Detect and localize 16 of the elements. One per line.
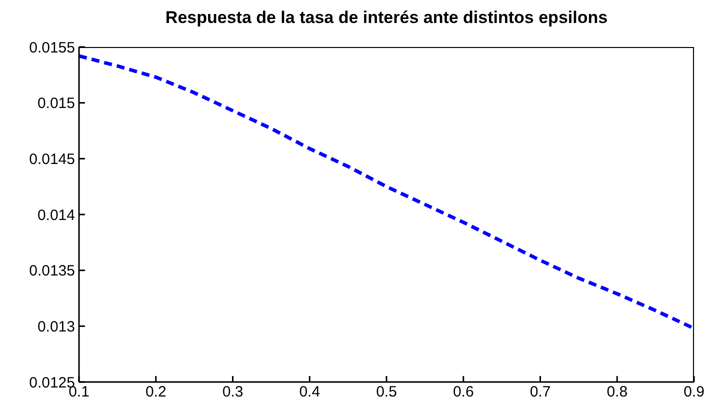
x-tick-label: 0.5 [376, 384, 397, 401]
x-tick-label: 0.3 [222, 384, 244, 401]
x-tick-label: 0.2 [145, 384, 166, 401]
line-series [79, 54, 694, 330]
x-tick-label: 0.7 [530, 384, 551, 401]
x-tick-label: 0.4 [299, 384, 320, 401]
y-tick-label: 0.014 [37, 206, 75, 224]
y-tick-label: 0.015 [37, 95, 75, 112]
y-tick-label: 0.0155 [29, 39, 75, 56]
x-tick-label: 0.9 [684, 384, 704, 401]
y-tick-label: 0.013 [37, 318, 75, 336]
x-tick-label: 0.6 [452, 384, 474, 401]
chart-title: Respuesta de la tasa de interés ante distintos epsilons [164, 8, 609, 28]
y-tick-label: 0.0145 [29, 150, 75, 168]
y-tick-label: 0.0135 [29, 262, 75, 280]
x-tick-label: 0.8 [606, 384, 628, 401]
